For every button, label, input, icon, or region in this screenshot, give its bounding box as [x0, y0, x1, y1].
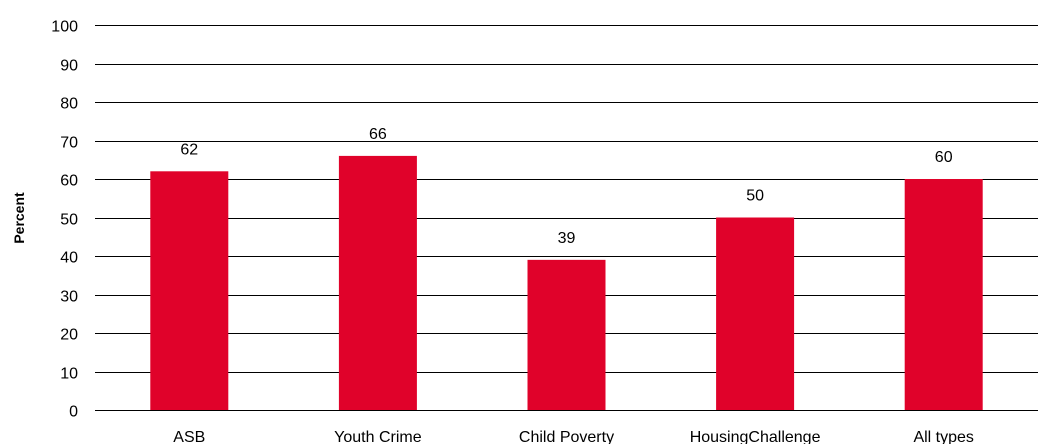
- bars: [150, 155, 983, 410]
- data-label: 39: [558, 230, 576, 247]
- gridlines: [95, 25, 1038, 411]
- y-tick-label: 30: [60, 289, 78, 306]
- y-tick-label: 0: [69, 404, 78, 421]
- x-tick-label: All types: [913, 429, 973, 444]
- data-label: 50: [746, 188, 764, 205]
- y-tick-label: 10: [60, 366, 78, 383]
- x-tick-label: Youth Crime: [334, 429, 422, 444]
- y-tick-label: 50: [60, 212, 78, 229]
- x-tick-label: HousingChallenge: [690, 429, 821, 444]
- y-tick-label: 90: [60, 58, 78, 75]
- y-tick-label: 20: [60, 327, 78, 344]
- y-tick-label: 70: [60, 135, 78, 152]
- bar-4: [904, 179, 983, 410]
- x-axis-labels: ASB Youth Crime Child Poverty HousingChalle…: [173, 429, 974, 444]
- bar-3: [716, 217, 795, 410]
- data-label: 60: [935, 149, 953, 166]
- data-labels: 62 66 39 50 60: [180, 126, 952, 247]
- y-tick-label: 100: [51, 19, 78, 36]
- bar-1: [338, 155, 417, 410]
- bar-2: [527, 259, 606, 410]
- y-axis-title: Percent: [11, 192, 27, 244]
- data-label: 66: [369, 126, 387, 143]
- y-axis-ticks: 0 10 20 30 40 50 60 70 80 90 100: [51, 19, 78, 421]
- y-tick-label: 40: [60, 250, 78, 267]
- data-label: 62: [180, 141, 198, 158]
- x-tick-label: ASB: [173, 429, 205, 444]
- x-tick-label: Child Poverty: [519, 429, 614, 444]
- y-tick-label: 60: [60, 173, 78, 190]
- y-tick-label: 80: [60, 96, 78, 113]
- bar-0: [150, 171, 229, 410]
